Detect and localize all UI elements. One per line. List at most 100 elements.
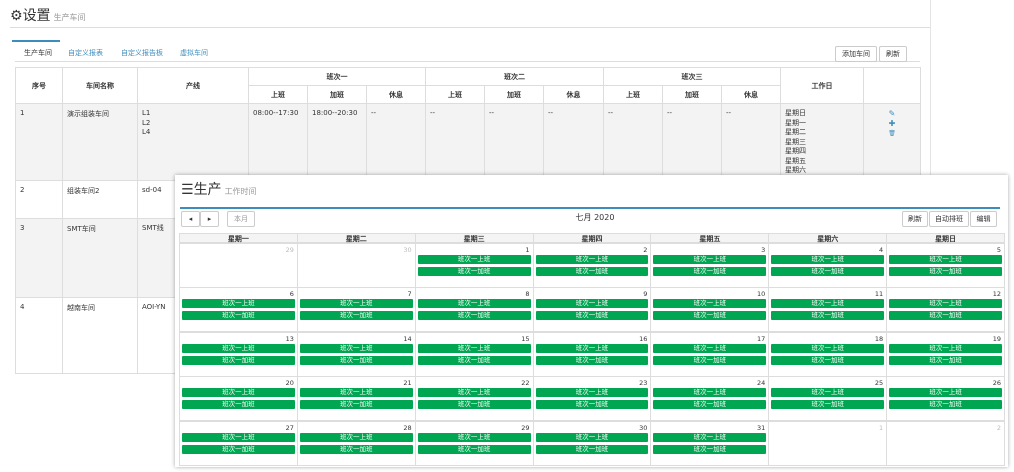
event[interactable]: 班次一加班 [417, 355, 531, 365]
event[interactable]: 班次一上班 [299, 343, 413, 353]
tab[interactable]: 自定义报表 [68, 49, 103, 57]
button[interactable]: 刷新 [902, 211, 928, 227]
event[interactable]: 班次一加班 [535, 311, 649, 321]
day-cell[interactable]: 3 班次一上班 班次一加班 [650, 243, 770, 288]
event[interactable]: 班次一加班 [182, 444, 295, 454]
event[interactable]: 班次一加班 [889, 267, 1002, 276]
button[interactable]: 自动排班 [929, 211, 969, 227]
day-cell[interactable]: 5 班次一上班 班次一加班 [886, 243, 1005, 288]
event[interactable]: 班次一加班 [771, 355, 885, 365]
edit-icon[interactable]: ✎ [888, 109, 896, 118]
button[interactable]: 添加车间 [835, 46, 877, 62]
add-icon[interactable]: ✚ [888, 119, 896, 128]
day-cell[interactable]: 6 班次一上班 班次一加班 [179, 287, 298, 333]
day-cell[interactable]: 14 班次一上班 班次一加班 [296, 331, 416, 377]
event[interactable]: 班次一上班 [182, 388, 295, 398]
day-cell[interactable]: 12 班次一上班 班次一加班 [886, 287, 1005, 333]
day-cell[interactable]: 24 班次一上班 班次一加班 [650, 376, 770, 422]
event[interactable]: 班次一上班 [417, 432, 531, 442]
next-button[interactable]: ▸ [200, 211, 219, 227]
day-cell[interactable]: 13 班次一上班 班次一加班 [179, 331, 298, 377]
event[interactable]: 班次一上班 [771, 388, 885, 398]
event[interactable]: 班次一上班 [653, 388, 767, 398]
event[interactable]: 班次一上班 [417, 255, 531, 264]
button[interactable]: 刷新 [879, 46, 907, 62]
day-cell[interactable]: 30 班次一上班 班次一加班 [532, 420, 652, 466]
event[interactable]: 班次一上班 [182, 343, 295, 353]
day-cell[interactable]: 11 班次一上班 班次一加班 [768, 287, 888, 333]
event[interactable]: 班次一加班 [653, 400, 767, 410]
event[interactable]: 班次一上班 [182, 432, 295, 442]
event[interactable]: 班次一加班 [889, 355, 1002, 365]
event[interactable]: 班次一加班 [182, 355, 295, 365]
event[interactable]: 班次一上班 [889, 299, 1002, 309]
day-cell[interactable]: 27 班次一上班 班次一加班 [179, 420, 298, 466]
today-button[interactable]: 本月 [227, 211, 255, 227]
day-cell[interactable]: 19 班次一上班 班次一加班 [886, 331, 1005, 377]
day-cell[interactable]: 2 班次一上班 班次一加班 [532, 243, 652, 288]
event[interactable]: 班次一加班 [535, 444, 649, 454]
event[interactable]: 班次一加班 [182, 400, 295, 410]
event[interactable]: 班次一上班 [653, 343, 767, 353]
day-cell[interactable]: 31 班次一上班 班次一加班 [650, 420, 770, 466]
tab[interactable]: 自定义报告板 [121, 49, 163, 57]
button[interactable]: 编辑 [970, 211, 997, 227]
day-cell[interactable]: 30 [296, 243, 416, 288]
event[interactable]: 班次一加班 [417, 267, 531, 276]
event[interactable]: 班次一加班 [771, 400, 885, 410]
day-cell[interactable]: 8 班次一上班 班次一加班 [414, 287, 534, 333]
day-cell[interactable]: 21 班次一上班 班次一加班 [296, 376, 416, 422]
event[interactable]: 班次一上班 [535, 432, 649, 442]
event[interactable]: 班次一上班 [299, 299, 413, 309]
event[interactable]: 班次一上班 [889, 343, 1002, 353]
day-cell[interactable]: 7 班次一上班 班次一加班 [296, 287, 416, 333]
day-cell[interactable]: 2 [886, 420, 1005, 466]
day-cell[interactable]: 29 [179, 243, 298, 288]
tab[interactable]: 生产车间 [24, 49, 52, 57]
event[interactable]: 班次一加班 [299, 311, 413, 321]
event[interactable]: 班次一加班 [771, 267, 885, 276]
day-cell[interactable]: 20 班次一上班 班次一加班 [179, 376, 298, 422]
day-cell[interactable]: 29 班次一上班 班次一加班 [414, 420, 534, 466]
tab[interactable]: 虚拟车间 [180, 49, 208, 57]
event[interactable]: 班次一上班 [417, 388, 531, 398]
day-cell[interactable]: 23 班次一上班 班次一加班 [532, 376, 652, 422]
event[interactable]: 班次一加班 [653, 355, 767, 365]
event[interactable]: 班次一加班 [299, 444, 413, 454]
delete-icon[interactable]: 🗑 [888, 130, 896, 137]
event[interactable]: 班次一上班 [771, 255, 885, 264]
event[interactable]: 班次一加班 [299, 355, 413, 365]
event[interactable]: 班次一加班 [417, 400, 531, 410]
event[interactable]: 班次一上班 [417, 299, 531, 309]
prev-button[interactable]: ◂ [181, 211, 200, 227]
event[interactable]: 班次一加班 [653, 267, 767, 276]
day-cell[interactable]: 1 [768, 420, 888, 466]
day-cell[interactable]: 18 班次一上班 班次一加班 [768, 331, 888, 377]
event[interactable]: 班次一上班 [535, 343, 649, 353]
event[interactable]: 班次一上班 [653, 432, 767, 442]
event[interactable]: 班次一上班 [771, 343, 885, 353]
event[interactable]: 班次一上班 [889, 255, 1002, 264]
day-cell[interactable]: 28 班次一上班 班次一加班 [296, 420, 416, 466]
event[interactable]: 班次一加班 [653, 311, 767, 321]
day-cell[interactable]: 4 班次一上班 班次一加班 [768, 243, 888, 288]
day-cell[interactable]: 1 班次一上班 班次一加班 [414, 243, 534, 288]
event[interactable]: 班次一上班 [653, 299, 767, 309]
day-cell[interactable]: 22 班次一上班 班次一加班 [414, 376, 534, 422]
event[interactable]: 班次一上班 [535, 255, 649, 264]
event[interactable]: 班次一上班 [889, 388, 1002, 398]
event[interactable]: 班次一加班 [535, 400, 649, 410]
event[interactable]: 班次一上班 [299, 432, 413, 442]
day-cell[interactable]: 10 班次一上班 班次一加班 [650, 287, 770, 333]
event[interactable]: 班次一上班 [535, 299, 649, 309]
event[interactable]: 班次一加班 [653, 444, 767, 454]
event[interactable]: 班次一上班 [535, 388, 649, 398]
event[interactable]: 班次一加班 [771, 311, 885, 321]
event[interactable]: 班次一加班 [535, 355, 649, 365]
event[interactable]: 班次一上班 [771, 299, 885, 309]
event[interactable]: 班次一上班 [299, 388, 413, 398]
event[interactable]: 班次一加班 [417, 311, 531, 321]
day-cell[interactable]: 17 班次一上班 班次一加班 [650, 331, 770, 377]
day-cell[interactable]: 26 班次一上班 班次一加班 [886, 376, 1005, 422]
event[interactable]: 班次一上班 [653, 255, 767, 264]
